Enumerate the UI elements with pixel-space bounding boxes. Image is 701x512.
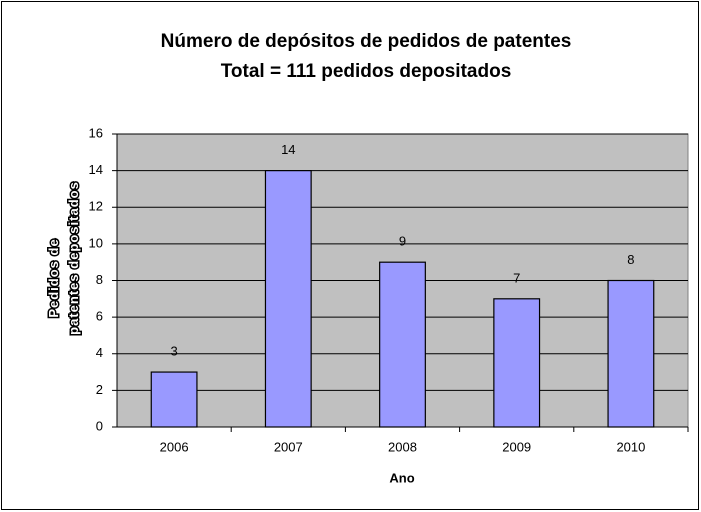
bar	[379, 261, 426, 428]
data-label: 14	[281, 142, 295, 157]
x-tick-label: 2010	[616, 439, 645, 454]
bar	[264, 170, 312, 428]
bar	[150, 371, 198, 428]
y-axis-label: Pedidos de patentes depositados	[46, 181, 81, 335]
chart-title: Número de depósitos de pedidos de patent…	[161, 31, 572, 52]
x-tick-label: 2007	[274, 439, 303, 454]
x-tick-label: 2006	[160, 439, 189, 454]
y-tick-label: 4	[96, 345, 103, 360]
y-tick-label: 14	[89, 162, 103, 177]
y-tick-label: 10	[89, 235, 103, 250]
chart-subtitle: Total = 111 pedidos depositados	[221, 61, 512, 82]
data-label: 8	[627, 252, 634, 267]
y-tick-label: 6	[96, 309, 103, 324]
y-tick-label: 12	[89, 199, 103, 214]
y-axis-label-line: patentes depositados	[66, 181, 81, 335]
x-tick-label: 2008	[388, 439, 417, 454]
y-axis-label-line: Pedidos de	[46, 238, 61, 317]
x-axis-label: Ano	[389, 470, 414, 485]
x-tick-label: 2009	[502, 439, 531, 454]
data-label: 3	[170, 344, 177, 359]
data-label: 9	[399, 234, 406, 249]
data-label: 7	[513, 270, 520, 285]
bar	[607, 279, 655, 428]
y-tick-label: 8	[96, 272, 103, 287]
bar	[493, 298, 541, 428]
y-tick-label: 2	[96, 382, 103, 397]
y-tick-label: 16	[89, 125, 103, 140]
y-tick-label: 0	[96, 418, 103, 433]
